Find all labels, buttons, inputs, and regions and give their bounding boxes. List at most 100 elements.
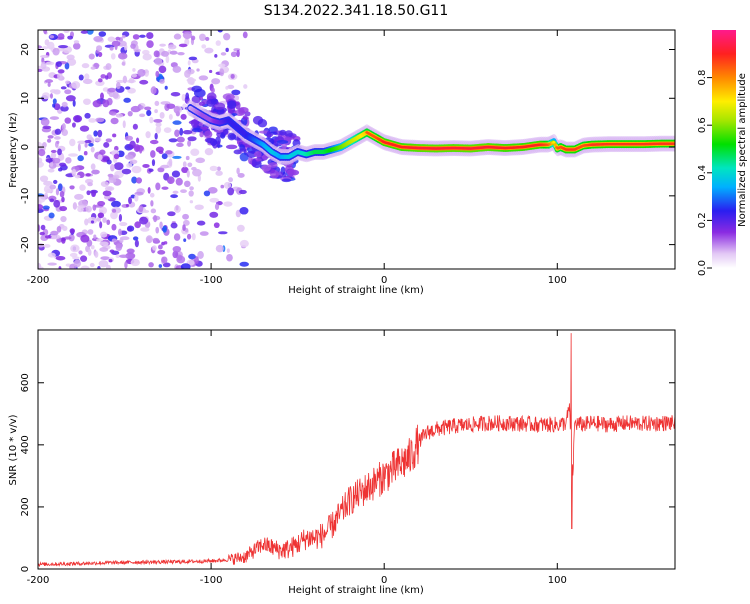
colorbar-tick-label: 0.8 bbox=[697, 70, 708, 86]
spectrogram-noise-blob bbox=[207, 187, 218, 194]
spectrogram-noise-blob bbox=[55, 255, 66, 261]
spectrogram-noise-blob bbox=[87, 182, 93, 187]
spectrogram-x-tick-label: 0 bbox=[381, 275, 387, 286]
spectrogram-noise-blob bbox=[77, 143, 81, 152]
spectrogram-noise-blob bbox=[73, 115, 83, 123]
spectrogram-noise-blob bbox=[236, 167, 240, 175]
spectrogram-noise-blob bbox=[220, 52, 227, 56]
spectrogram-noise-blob bbox=[155, 146, 164, 153]
spectrogram-noise-blob bbox=[155, 125, 162, 134]
spectrogram-noise-blob bbox=[166, 103, 176, 109]
spectrogram-noise-blob bbox=[209, 165, 218, 172]
spectrogram-noise-blob bbox=[149, 116, 154, 124]
spectrogram-noise-blob bbox=[162, 262, 171, 268]
spectrogram-noise-blob bbox=[131, 176, 138, 184]
spectrogram-noise-blob bbox=[58, 266, 62, 269]
spectrogram-noise-blob bbox=[82, 78, 93, 85]
spectrogram-noise-blob bbox=[213, 222, 220, 229]
spectrogram-ridge-core bbox=[672, 142, 675, 145]
spectrogram-noise-blob bbox=[227, 84, 235, 90]
spectrogram-noise-blob bbox=[57, 148, 62, 156]
spectrogram-noise-blob bbox=[40, 61, 47, 70]
spectrogram-noise-blob bbox=[167, 211, 176, 217]
spectrogram-noise-blob bbox=[178, 43, 188, 48]
spectrogram-noise-blob bbox=[72, 256, 80, 260]
spectrogram-noise-blob bbox=[154, 132, 158, 140]
spectrogram-noise-blob bbox=[112, 91, 119, 99]
spectrogram-noise-blob bbox=[59, 190, 65, 198]
spectrogram-noise-blob bbox=[146, 109, 152, 117]
spectrogram-noise-blob bbox=[128, 196, 132, 205]
spectrogram-noise-blob bbox=[211, 78, 221, 85]
spectrogram-noise-blob bbox=[61, 196, 65, 203]
spectrogram-noise-blob bbox=[180, 189, 187, 193]
spectrogram-halo-blob bbox=[227, 132, 236, 141]
spectrogram-noise-blob bbox=[181, 93, 186, 102]
spectrogram-noise-blob bbox=[112, 133, 117, 138]
spectrogram-noise-blob bbox=[110, 163, 115, 172]
spectrogram-noise-blob bbox=[201, 44, 207, 49]
spectrogram-noise-blob bbox=[113, 153, 120, 160]
spectrogram-noise-blob bbox=[100, 92, 104, 100]
spectrogram-noise-blob bbox=[66, 58, 77, 66]
spectrogram-noise-blob bbox=[100, 231, 108, 238]
spectrogram-noise-blob bbox=[77, 140, 87, 145]
spectrogram-noise-blob bbox=[182, 161, 187, 168]
spectrogram-noise-blob bbox=[182, 129, 193, 135]
spectrogram-noise-blob bbox=[41, 46, 49, 50]
colorbar-tick-label: 0.0 bbox=[697, 260, 708, 276]
spectrogram-noise-blob bbox=[242, 31, 248, 39]
spectrogram-noise-blob bbox=[186, 68, 195, 75]
snr-frame bbox=[37, 329, 676, 570]
spectrogram-noise-blob bbox=[125, 86, 131, 90]
spectrogram-noise-blob bbox=[138, 205, 144, 213]
spectrogram-noise-blob bbox=[186, 169, 190, 178]
spectrogram-noise-blob bbox=[190, 35, 196, 41]
spectrogram-noise-blob bbox=[85, 205, 92, 213]
spectrogram-noise-blob bbox=[84, 73, 90, 80]
spectrogram-noise-blob bbox=[163, 127, 172, 134]
spectrogram-halo-blob bbox=[246, 150, 257, 158]
spectrogram-noise-blob bbox=[126, 248, 135, 254]
spectrogram-noise-blob bbox=[146, 32, 154, 40]
spectrogram-noise-blob bbox=[172, 65, 182, 73]
spectrogram-noise-blob bbox=[52, 98, 57, 105]
spectrogram-noise-blob bbox=[80, 234, 90, 243]
spectrogram-halo-blob bbox=[198, 122, 204, 127]
snr-y-tick-label: 0 bbox=[20, 566, 31, 572]
spectrogram-x-tick-label: -100 bbox=[200, 275, 223, 286]
spectrogram-noise-blob bbox=[228, 177, 234, 183]
spectrogram-halo-blob bbox=[193, 88, 206, 98]
spectrogram-noise-blob bbox=[129, 159, 138, 165]
spectrogram-noise-blob bbox=[199, 33, 206, 42]
spectrogram-noise-blob bbox=[81, 63, 90, 69]
spectrogram-noise-blob bbox=[233, 95, 240, 101]
spectrogram-noise-blob bbox=[187, 162, 193, 168]
spectrogram-noise-blob bbox=[68, 153, 79, 157]
spectrogram-noise-blob bbox=[159, 111, 165, 119]
spectrogram-noise-blob bbox=[174, 129, 180, 137]
spectrogram-noise-blob bbox=[100, 181, 109, 187]
spectrogram-noise-blob bbox=[121, 61, 126, 66]
spectrogram-noise-blob bbox=[90, 163, 96, 170]
spectrogram-halo-blob bbox=[257, 118, 268, 128]
spectrogram-noise-blob bbox=[102, 99, 110, 108]
spectrogram-noise-blob bbox=[132, 236, 139, 241]
spectrogram-noise-blob bbox=[53, 136, 61, 140]
spectrogram-noise-blob bbox=[173, 233, 181, 241]
spectrogram-noise-blob bbox=[63, 236, 72, 240]
spectrogram-noise-blob bbox=[48, 212, 55, 219]
spectrogram-noise-blob bbox=[38, 224, 41, 232]
spectrogram-noise-blob bbox=[111, 200, 121, 208]
spectrogram-noise-blob bbox=[162, 225, 167, 233]
spectrogram-noise-blob bbox=[164, 85, 168, 90]
spectrogram-noise-blob bbox=[38, 68, 43, 73]
spectrogram-noise-blob bbox=[167, 44, 177, 50]
spectrogram-noise-blob bbox=[146, 40, 154, 48]
spectrogram-noise-blob bbox=[49, 116, 60, 120]
spectrogram-halo-blob bbox=[281, 178, 292, 183]
spectrogram-noise-blob bbox=[188, 190, 194, 197]
spectrogram-noise-blob bbox=[123, 97, 131, 103]
